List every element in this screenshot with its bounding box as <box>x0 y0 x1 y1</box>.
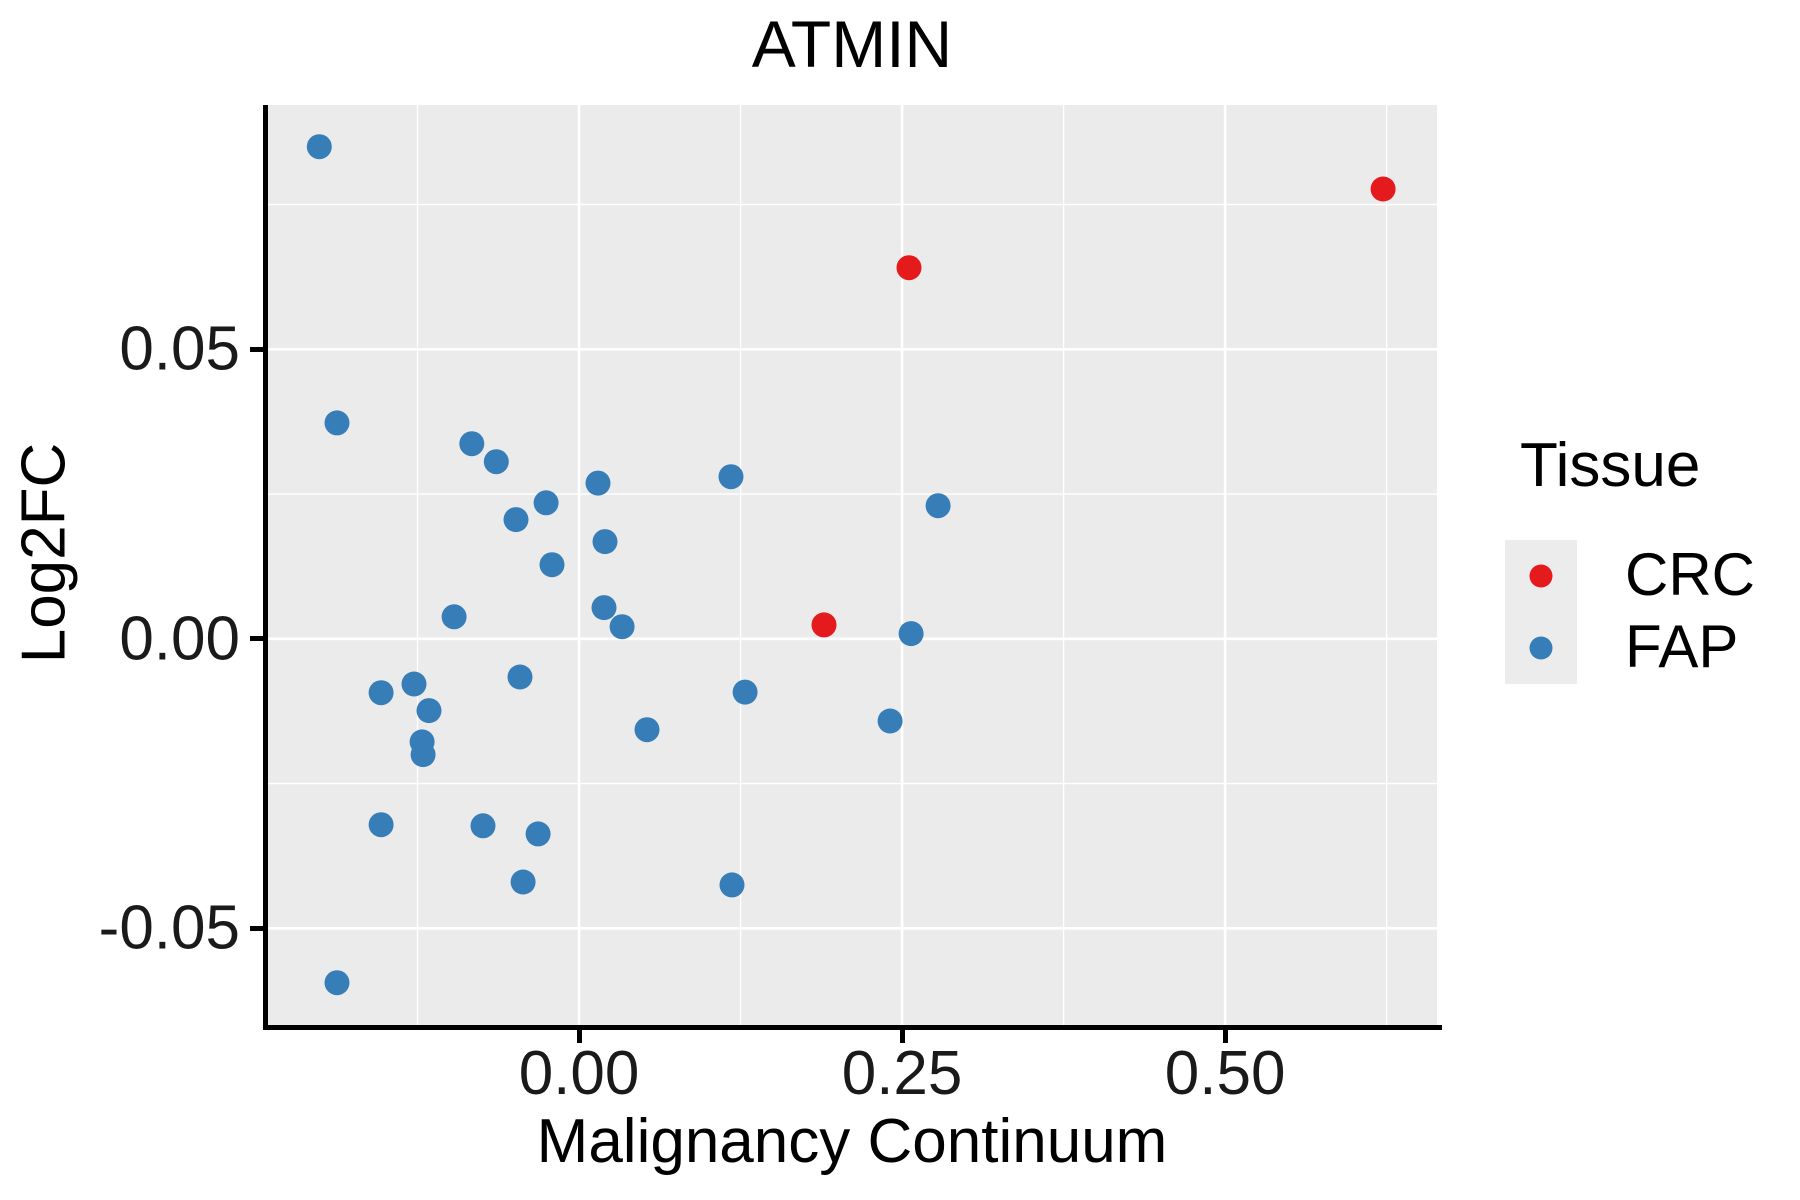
data-point-fap <box>877 708 903 734</box>
data-point-fap <box>585 470 611 496</box>
legend-label: FAP <box>1625 613 1739 681</box>
data-point-fap <box>459 431 485 457</box>
plot-panel-canvas <box>267 105 1437 1025</box>
x-axis-line <box>263 1025 1442 1030</box>
data-point-crc <box>811 612 837 638</box>
legend-key <box>1505 612 1577 684</box>
data-point-fap <box>401 671 427 697</box>
legend-title: Tissue <box>1520 431 1701 500</box>
data-point-fap <box>483 449 509 475</box>
y-tick-mark <box>250 925 263 931</box>
legend-item-crc: CRC <box>1505 540 1790 612</box>
x-tick-label: 0.50 <box>1164 1039 1286 1108</box>
data-point-fap <box>718 464 744 490</box>
data-point-fap <box>503 507 529 533</box>
panel-background <box>267 105 1437 1025</box>
data-point-fap <box>368 680 394 706</box>
data-point-fap <box>609 614 635 640</box>
data-point-fap <box>732 679 758 705</box>
legend-dot-icon <box>1529 564 1553 588</box>
x-tick-mark <box>1222 1030 1228 1043</box>
data-point-fap <box>368 812 394 838</box>
legend-dot-icon <box>1529 636 1553 660</box>
legend-item-fap: FAP <box>1505 612 1790 684</box>
x-axis-title: Malignancy Continuum <box>536 1107 1168 1176</box>
data-point-fap <box>591 595 617 621</box>
data-point-fap <box>441 604 467 630</box>
x-tick-mark <box>576 1030 582 1043</box>
data-point-fap <box>416 698 442 724</box>
data-point-crc <box>1370 176 1396 202</box>
legend-key <box>1505 540 1577 612</box>
plot-panel <box>267 105 1437 1025</box>
y-tick-label: 0.00 <box>119 604 240 674</box>
data-point-fap <box>592 529 618 555</box>
data-point-fap <box>410 742 436 768</box>
x-tick-mark <box>899 1030 905 1043</box>
data-point-fap <box>324 410 350 436</box>
data-point-fap <box>510 869 536 895</box>
legend-label: CRC <box>1625 541 1755 609</box>
y-tick-label: -0.05 <box>98 893 240 963</box>
y-tick-label: 0.05 <box>119 314 240 384</box>
x-tick-label: 0.00 <box>518 1039 640 1108</box>
data-point-fap <box>324 970 350 996</box>
data-point-fap <box>470 813 496 839</box>
data-point-crc <box>896 255 922 281</box>
y-axis-line <box>263 105 268 1030</box>
data-point-fap <box>525 821 551 847</box>
x-tick-label: 0.25 <box>841 1039 963 1108</box>
y-tick-mark <box>250 636 263 642</box>
data-point-fap <box>925 493 951 519</box>
data-point-fap <box>719 872 745 898</box>
data-point-fap <box>539 552 565 578</box>
y-tick-mark <box>250 346 263 352</box>
data-point-fap <box>507 664 533 690</box>
data-point-fap <box>306 134 332 160</box>
data-point-fap <box>898 621 924 647</box>
plot-title: ATMIN <box>751 7 953 81</box>
data-point-fap <box>533 490 559 516</box>
data-point-fap <box>634 717 660 743</box>
